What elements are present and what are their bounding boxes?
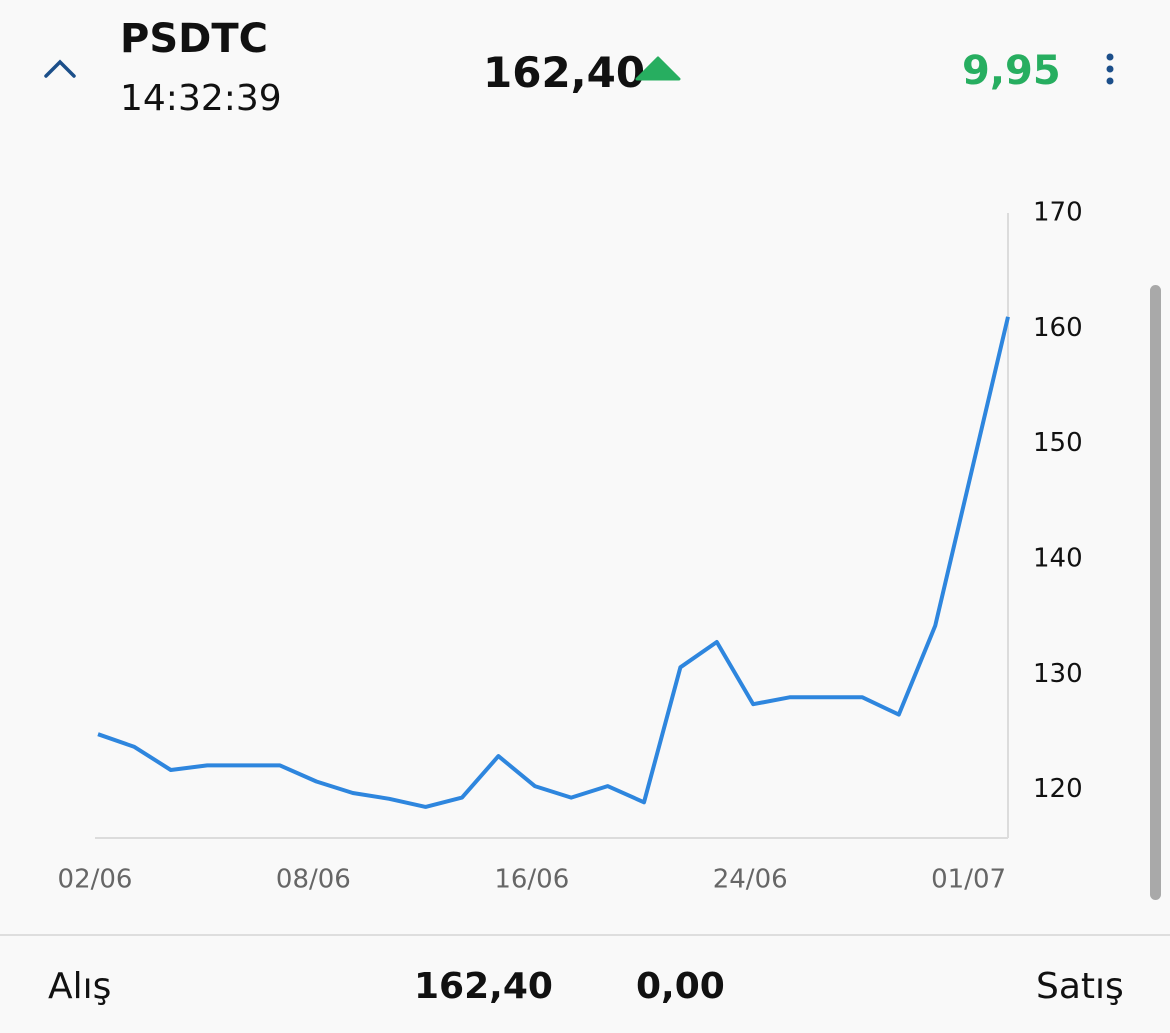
x-tick-label: 02/06	[58, 865, 133, 895]
y-tick-label: 170	[1033, 198, 1083, 228]
symbol: PSDTC	[120, 16, 268, 62]
y-tick-label: 120	[1033, 774, 1083, 804]
menu-button[interactable]	[1100, 52, 1120, 88]
ask-label: Satış	[1036, 966, 1124, 1007]
y-tick-label: 150	[1033, 428, 1083, 458]
time: 14:32:39	[120, 78, 282, 119]
chart: 120 130 140 150 160 170 02/06 08/06 16/06 24/06 01…	[58, 198, 1161, 900]
ask: 0,00	[636, 966, 725, 1007]
x-tick-label: 24/06	[713, 865, 788, 895]
collapse-button[interactable]	[40, 52, 80, 82]
x-tick-label: 01/07	[931, 865, 1006, 895]
y-tick-label: 130	[1033, 659, 1083, 689]
x-tick-label: 16/06	[494, 865, 569, 895]
y-tick-label: 160	[1033, 313, 1083, 343]
price: 162,40	[483, 48, 646, 97]
y-tick-label: 140	[1033, 543, 1083, 573]
up-arrow	[635, 56, 681, 81]
divider	[0, 934, 1170, 936]
bid: 162,40	[414, 966, 553, 1007]
x-tick-label: 08/06	[276, 865, 351, 895]
change: 9,95	[962, 48, 1061, 94]
bid-label: Alış	[48, 966, 112, 1007]
price-line	[97, 316, 1010, 809]
scrollbar	[1150, 285, 1161, 900]
